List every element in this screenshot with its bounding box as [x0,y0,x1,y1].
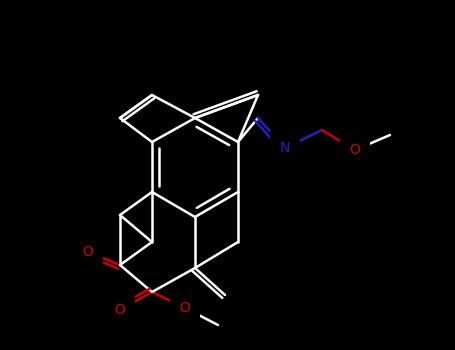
Text: O: O [349,143,360,157]
Text: N: N [280,141,290,155]
Text: O: O [82,245,93,259]
Text: O: O [115,303,126,317]
Text: O: O [180,301,191,315]
